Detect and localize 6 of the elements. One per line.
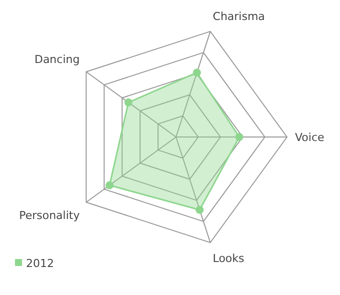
spoke-label: Looks: [212, 252, 245, 266]
spoke-label: Personality: [19, 208, 80, 222]
legend-label: 2012: [26, 257, 54, 270]
spoke-label: Charisma: [212, 10, 265, 23]
spoke-label: Dancing: [34, 53, 80, 66]
spoke-label: Voice: [295, 131, 325, 144]
